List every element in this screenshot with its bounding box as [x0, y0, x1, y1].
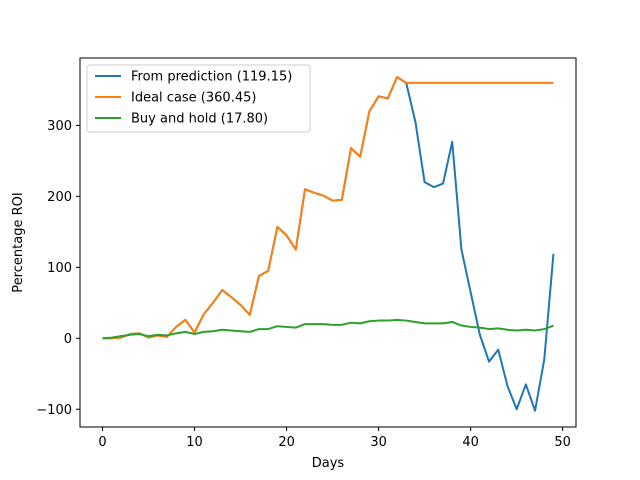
series-line-buy-and-hold	[102, 318, 554, 340]
x-tick-label: 40	[462, 435, 479, 450]
y-tick-label: 0	[64, 332, 72, 347]
x-tick-label: 50	[554, 435, 571, 450]
y-axis-title: Percentage ROI	[11, 192, 26, 292]
x-tick-label: 0	[98, 435, 106, 450]
x-axis-ticks: 0 10 20 30 40 50	[98, 427, 571, 450]
y-tick-label: −100	[36, 403, 72, 418]
series-layer	[102, 76, 555, 412]
legend-box	[86, 64, 311, 133]
y-tick-label: 200	[47, 190, 72, 205]
series-line-ideal-case	[102, 76, 554, 340]
x-tick-label: 20	[278, 435, 295, 450]
plot-frame	[79, 57, 577, 428]
x-tick-label: 30	[370, 435, 387, 450]
legend: From prediction (119.15) Ideal case (360…	[86, 64, 311, 133]
x-tick-label: 10	[186, 435, 203, 450]
y-axis-ticks: −100 0 100 200 300	[36, 119, 80, 418]
legend-label-ideal-case: Ideal case (360.45)	[131, 91, 256, 106]
legend-label-buy-and-hold: Buy and hold (17.80)	[131, 112, 268, 127]
y-tick-label: 300	[47, 119, 72, 134]
y-tick-label: 100	[47, 261, 72, 276]
x-axis-title: Days	[312, 456, 345, 471]
legend-label-from-prediction: From prediction (119.15)	[131, 70, 292, 85]
